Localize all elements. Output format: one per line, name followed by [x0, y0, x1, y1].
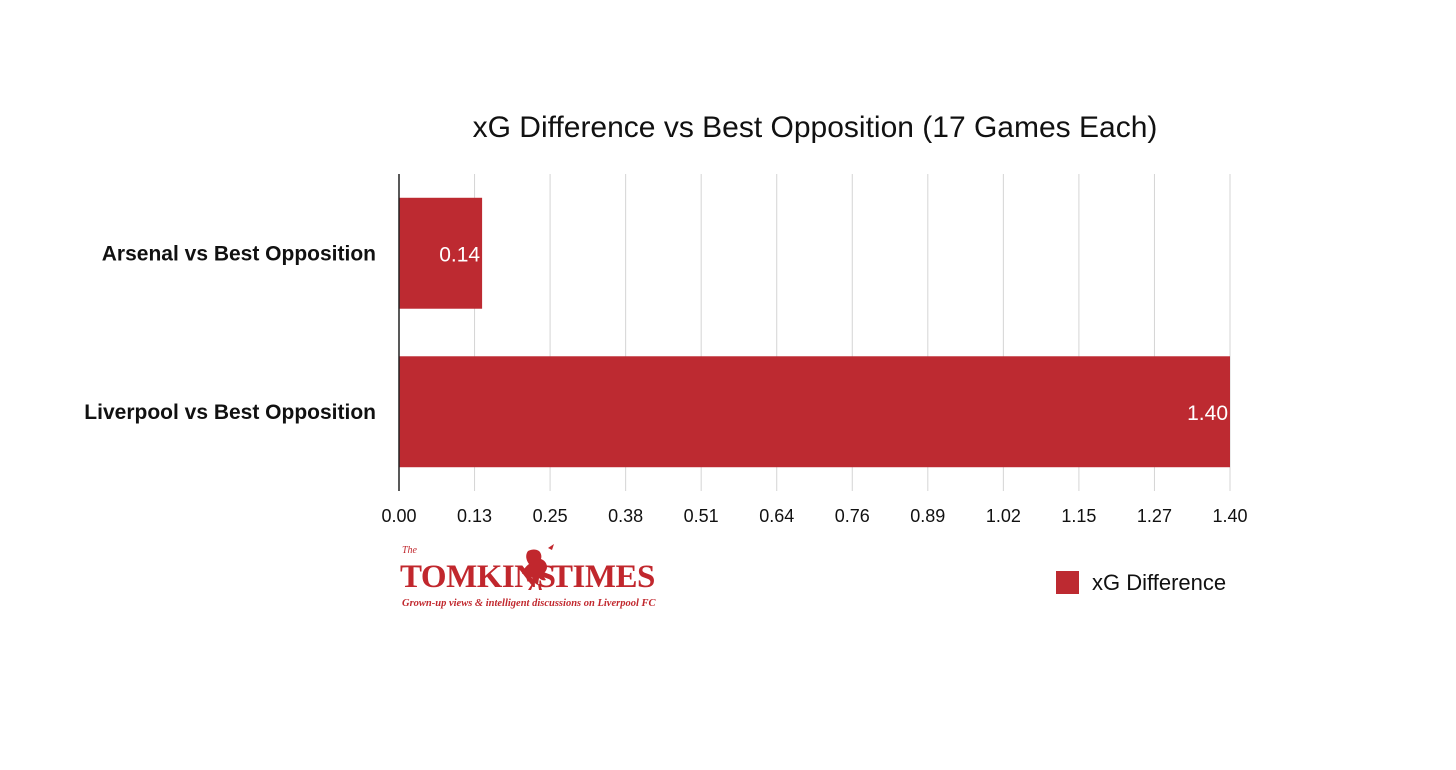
x-tick-label: 1.40 [1212, 506, 1247, 526]
legend-swatch [1056, 571, 1079, 594]
bar [399, 197, 483, 309]
liver-bird-icon [522, 544, 554, 590]
bars [399, 197, 1230, 468]
x-tick-label: 0.64 [759, 506, 794, 526]
logo-tagline: Grown-up views & intelligent discussions… [402, 598, 656, 609]
legend-label: xG Difference [1092, 570, 1226, 595]
tomkins-times-logo: The TOMKINS TIMES Grown-up views & intel… [400, 544, 656, 609]
logo-word-right: TIMES [551, 559, 655, 595]
x-tick-label: 1.15 [1061, 506, 1096, 526]
x-tick-label: 1.27 [1137, 506, 1172, 526]
data-label: 1.40 [1187, 402, 1228, 425]
data-labels: 0.14 1.40 [439, 243, 1228, 425]
logo-the-text: The [402, 545, 418, 556]
x-tick-label: 0.76 [835, 506, 870, 526]
x-tick-label: 0.38 [608, 506, 643, 526]
x-tick-label: 1.02 [986, 506, 1021, 526]
category-labels: Arsenal vs Best Opposition Liverpool vs B… [84, 242, 376, 424]
x-tick-label: 0.13 [457, 506, 492, 526]
x-tick-labels: 0.00 0.13 0.25 0.38 0.51 0.64 0.76 0.89 1.02 1.15… [381, 506, 1247, 526]
chart-title: xG Difference vs Best Opposition (17 Gam… [473, 111, 1158, 144]
x-tick-label: 0.25 [533, 506, 568, 526]
x-tick-label: 0.89 [910, 506, 945, 526]
data-label: 0.14 [439, 243, 480, 266]
category-label: Arsenal vs Best Opposition [102, 242, 376, 265]
legend: xG Difference [1056, 570, 1226, 595]
x-tick-label: 0.51 [684, 506, 719, 526]
bar [399, 356, 1230, 468]
x-tick-label: 0.00 [381, 506, 416, 526]
category-label: Liverpool vs Best Opposition [84, 401, 376, 424]
